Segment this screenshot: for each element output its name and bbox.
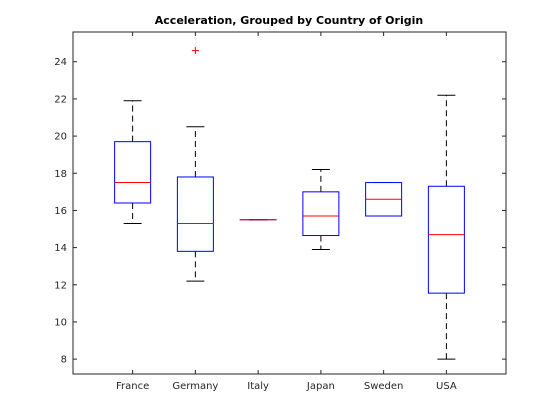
x-tick-label: USA — [436, 381, 457, 392]
box-group — [114, 47, 465, 360]
y-tick-label: 24 — [54, 57, 67, 68]
y-tick-label: 8 — [61, 355, 67, 366]
x-tick-label: Sweden — [364, 381, 404, 392]
y-tick-label: 12 — [54, 280, 67, 291]
box-japan — [302, 169, 340, 250]
box-iqr — [302, 191, 340, 237]
y-axis: 8 10 12 14 16 18 20 22 24 — [54, 57, 506, 366]
box-usa — [427, 94, 465, 360]
x-tick-label: France — [116, 381, 149, 392]
chart-title: Acceleration, Grouped by Country of Orig… — [155, 14, 423, 27]
y-tick-label: 10 — [54, 317, 67, 328]
y-tick-label: 18 — [54, 169, 67, 180]
box-iqr — [114, 141, 152, 204]
y-tick-label: 16 — [54, 206, 67, 217]
x-tick-label: Italy — [247, 381, 269, 392]
x-axis: France Germany Italy Japan Sweden USA — [116, 32, 457, 392]
box-iqr — [176, 176, 214, 252]
box-sweden — [365, 182, 403, 217]
x-tick-label: Germany — [172, 381, 218, 392]
y-tick-label: 22 — [54, 94, 67, 105]
box-iqr — [427, 185, 465, 294]
y-tick-label: 20 — [54, 132, 67, 143]
outlier-marker — [191, 47, 199, 55]
x-tick-label: Japan — [306, 381, 335, 392]
y-tick-label: 14 — [54, 243, 67, 254]
box-germany — [176, 47, 214, 282]
box-france — [114, 100, 152, 224]
